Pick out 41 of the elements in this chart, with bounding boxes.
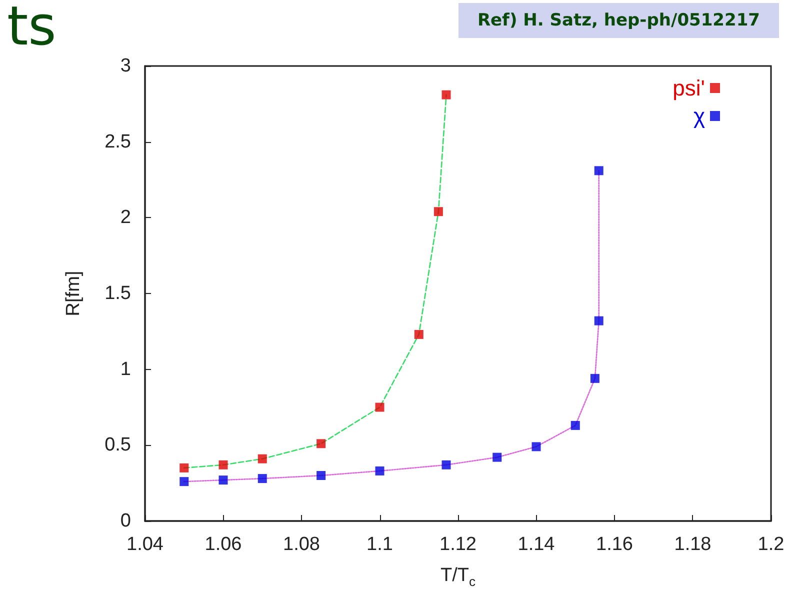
point <box>442 90 451 100</box>
point <box>218 460 228 470</box>
x-tick-label: 1.1 <box>366 534 393 555</box>
point <box>492 452 502 462</box>
point <box>442 460 451 470</box>
point <box>375 402 384 412</box>
point <box>570 420 580 430</box>
point <box>316 471 326 480</box>
point <box>375 466 384 476</box>
point <box>180 477 189 486</box>
x-tick-label: 1.12 <box>440 534 476 555</box>
x-tick-label: 1.14 <box>518 534 556 555</box>
point <box>316 439 326 448</box>
x-tick-label: 1.06 <box>204 534 242 555</box>
x-tick-label: 1.08 <box>283 534 320 555</box>
y-tick-label: 0 <box>120 510 131 532</box>
x-tick-label: 1.2 <box>758 534 784 555</box>
point <box>258 474 267 484</box>
y-axis-title: R[fm] <box>63 270 84 316</box>
point <box>594 316 604 326</box>
y-tick-label: 2.5 <box>104 131 131 152</box>
point <box>258 454 267 464</box>
chart-title: ts <box>7 0 56 58</box>
y-tick-label: 1 <box>120 358 131 380</box>
x-tick-label: 1.18 <box>674 534 712 555</box>
point <box>180 463 189 472</box>
legend-label: psi' <box>672 76 705 100</box>
point <box>590 374 600 383</box>
y-tick-label: 2 <box>120 207 131 228</box>
x-tick-label: 1.16 <box>596 534 633 555</box>
point <box>532 442 541 452</box>
point <box>434 207 443 216</box>
point <box>218 476 228 485</box>
legend-label: χ <box>693 104 706 128</box>
y-tick-label: 0.5 <box>104 434 131 456</box>
point <box>594 166 604 176</box>
y-tick-label: 3 <box>120 56 131 76</box>
y-tick-label: 1.5 <box>104 283 131 304</box>
point <box>414 330 424 339</box>
text: Ref) H. Satz, hep-ph/0512217 <box>477 10 760 30</box>
x-tick-label: 1.04 <box>126 534 164 555</box>
